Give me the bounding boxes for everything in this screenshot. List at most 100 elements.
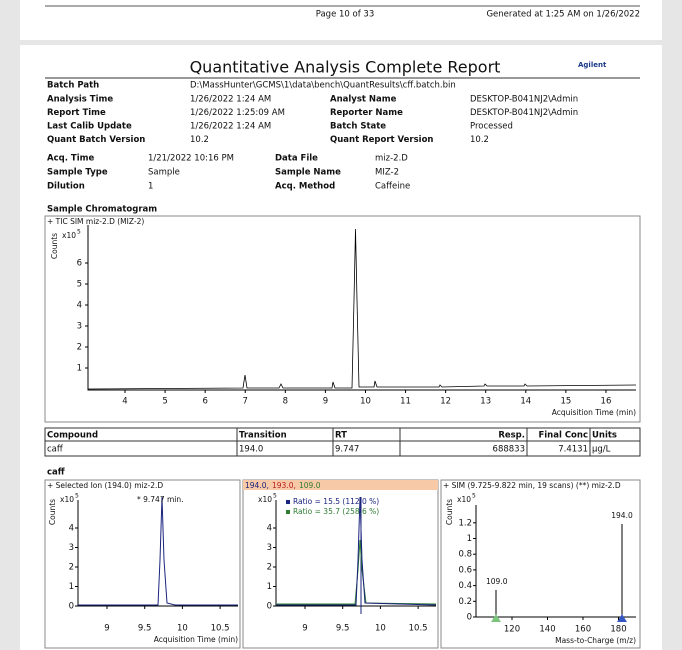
field-label: Last Calib Update (47, 122, 132, 132)
trace (276, 496, 437, 606)
field-label: Reporter Name (330, 108, 403, 118)
x-label: Acquisition Time (min) (154, 635, 238, 644)
y-tick-label: 0 (267, 602, 272, 612)
peak-label: 194.0 (611, 511, 633, 520)
trace-title: + TIC SIM miz-2.D (MIZ-2) (47, 217, 144, 226)
table-box (44, 427, 641, 457)
field-label: Analysis Time (47, 95, 113, 105)
field-label: Batch Path (47, 81, 99, 91)
ion: 109.0 (299, 481, 321, 490)
y-label: Counts (48, 499, 57, 525)
field-value: 10.2 (470, 135, 489, 145)
y-tick-label: 4 (77, 301, 82, 311)
y-tick-label: 1 (77, 364, 82, 374)
y-tick-label: 4 (69, 524, 74, 534)
y-label: Counts (50, 233, 59, 259)
scale-exp: 5 (472, 493, 476, 500)
axes (87, 225, 636, 391)
x-tick-label: 13 (480, 397, 491, 407)
field-label: Quant Report Version (330, 135, 433, 145)
scale-exp: 5 (77, 229, 81, 236)
field-value: 1/26/2022 1:24 AM (190, 122, 271, 132)
page-number: Page 10 of 33 (316, 10, 375, 20)
table-header: Units (592, 431, 617, 441)
scale-exp: 5 (273, 493, 277, 500)
ion-header (243, 480, 438, 490)
logo: Agilent (578, 61, 607, 69)
y-tick-label: 3 (77, 322, 82, 332)
field-value: Processed (470, 122, 513, 132)
field-label: Sample Type (47, 168, 108, 178)
field-value: 1/26/2022 1:24 AM (190, 95, 271, 105)
ion: 193.0, (272, 481, 296, 490)
marker (491, 614, 501, 622)
annotation: * 9.747 min. (137, 495, 184, 504)
field-value: Sample (148, 168, 180, 178)
y-tick-label: 0.2 (458, 597, 472, 607)
x-tick-label: 12 (440, 397, 451, 407)
y-tick-label: 3 (69, 543, 74, 553)
ratio: Ratio = 15.5 (112.0 %) (293, 497, 379, 506)
field-value: D:\MassHunter\GCMS\1\data\bench\QuantRes… (190, 81, 456, 91)
panel-title: + SIM (9.725-9.822 min, 19 scans) (**) m… (443, 481, 621, 490)
x-tick-label: 9.5 (138, 624, 152, 634)
ion: 194.0, (245, 481, 269, 490)
generated: Generated at 1:25 AM on 1/26/2022 (486, 10, 640, 20)
x-tick-label: 9 (323, 397, 328, 407)
y-tick-label: 2 (77, 343, 82, 353)
scale: x10 (60, 495, 74, 504)
field-label: Report Time (47, 108, 106, 118)
legend-key (286, 500, 290, 504)
table-cell: 7.4131 (558, 445, 588, 455)
field-value: 1/21/2022 10:16 PM (148, 154, 234, 164)
field-value: 1/26/2022 1:25:09 AM (190, 108, 285, 118)
field-label: Batch State (330, 122, 386, 132)
x-tick-label: 140 (539, 625, 555, 635)
x-tick-label: 11 (400, 397, 411, 407)
table-header: RT (335, 431, 347, 441)
table-header: Transition (239, 431, 287, 441)
x-tick-label: 10.5 (409, 624, 428, 634)
compound-name: caff (47, 468, 65, 478)
x-tick-label: 15 (560, 397, 571, 407)
y-tick-label: 1 (267, 582, 272, 592)
y-tick-label: 4 (267, 524, 272, 534)
page-card (20, 45, 662, 650)
y-tick-label: 2 (267, 563, 272, 573)
table-cell: 194.0 (239, 445, 263, 455)
panel-title: + Selected Ion (194.0) miz-2.D (47, 481, 163, 490)
y-tick-label: 0.6 (458, 565, 472, 575)
field-label: Acq. Time (47, 154, 94, 164)
y-tick-label: 3 (267, 543, 272, 553)
chromatogram-box (44, 215, 641, 423)
y-tick-label: 0 (69, 602, 74, 612)
table-header: Compound (47, 431, 98, 441)
x-tick-label: 9 (104, 624, 109, 634)
y-tick-label: 1 (467, 534, 472, 544)
table-cell: µg/L (592, 445, 611, 455)
x-tick-label: 9.5 (336, 624, 350, 634)
y-tick-label: 1 (69, 582, 74, 592)
x-tick-label: 10 (360, 397, 371, 407)
scale: x10 (62, 231, 76, 240)
field-value: DESKTOP-B041NJ2\Admin (470, 95, 578, 105)
x-tick-label: 4 (122, 397, 127, 407)
trace (78, 496, 238, 606)
table-header: Resp. (498, 431, 525, 441)
field-label: Data File (275, 154, 318, 164)
report-title: Quantitative Analysis Complete Report (190, 58, 501, 77)
ratio: Ratio = 35.7 (258.6 %) (293, 507, 379, 516)
legend-key (286, 510, 290, 514)
x-tick-label: 9 (302, 624, 307, 634)
table-cell: 688833 (493, 445, 525, 455)
x-tick-label: 120 (504, 625, 520, 635)
field-value: 10.2 (190, 135, 209, 145)
x-tick-label: 8 (283, 397, 288, 407)
panel-box (44, 479, 241, 649)
field-label: Sample Name (275, 168, 341, 178)
table-cell: caff (47, 445, 64, 455)
peak-label: 109.0 (486, 577, 508, 586)
field-value: miz-2.D (375, 154, 408, 164)
